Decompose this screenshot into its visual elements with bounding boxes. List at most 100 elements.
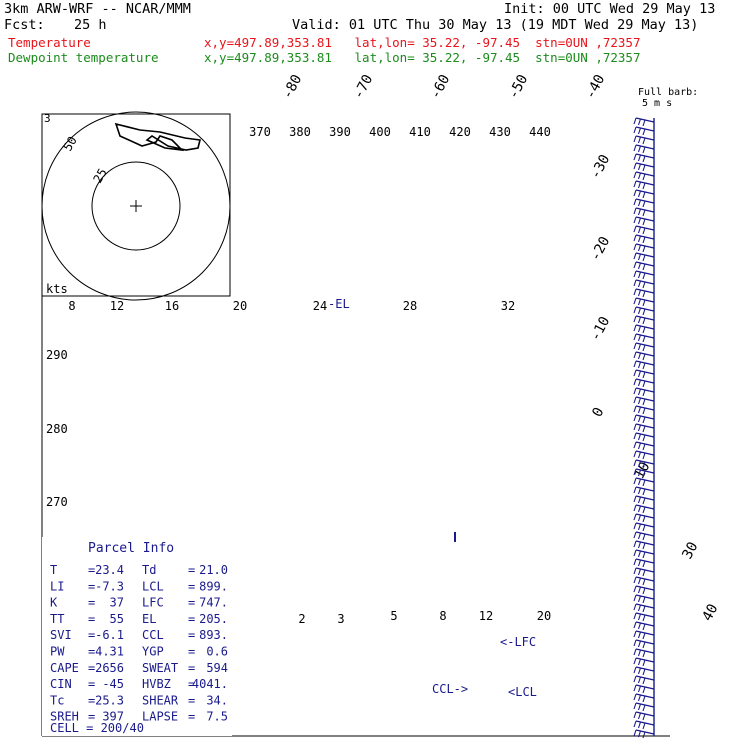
adiabat-top-label: 410 <box>409 125 431 139</box>
parcel-param-value: 55 <box>110 612 124 626</box>
wind-barb-flag <box>633 576 637 584</box>
wind-barb-flag <box>633 450 637 458</box>
wind-barb-flag <box>637 208 642 216</box>
wind-barb-flag <box>633 477 637 485</box>
parcel-param-eq: = <box>88 596 95 610</box>
parcel-param-value: 4.31 <box>95 645 124 659</box>
wind-barb-flag <box>637 604 642 612</box>
adiabat-top-label: 430 <box>489 125 511 139</box>
wind-barb-flag <box>642 515 646 523</box>
wind-barb-flag <box>642 434 646 442</box>
wind-barb-flag <box>642 713 646 721</box>
wind-barb-flag <box>642 362 646 370</box>
wind-barb-flag <box>642 443 646 451</box>
wind-barb-flag <box>642 281 646 289</box>
wind-barb-flag <box>642 182 646 190</box>
parcel-param-eq: = <box>188 677 195 691</box>
wind-barb-flag <box>637 622 642 630</box>
wind-barb-flag <box>637 406 642 414</box>
hodograph-speed-label: 16 <box>165 299 179 313</box>
wind-barb-flag <box>642 623 646 631</box>
wind-barb-flag <box>637 640 642 648</box>
wind-barb-flag <box>633 459 637 467</box>
parcel-param-name: LFC <box>142 596 164 610</box>
wind-barb-flag <box>642 272 646 280</box>
wind-barb-flag <box>642 488 646 496</box>
init-time: Init: 00 UTC Wed 29 May 13 <box>504 1 716 17</box>
wind-barb-flag <box>633 261 637 269</box>
wind-barb-flag <box>637 181 642 189</box>
parcel-param-eq: = <box>188 612 195 626</box>
isotherm-right-label: -20 <box>587 234 613 264</box>
wind-barb-flag <box>637 325 642 333</box>
parcel-param-value: 37 <box>110 596 124 610</box>
model-title: 3km ARW-WRF -- NCAR/MMM <box>4 1 191 17</box>
mixing-ratio-label: 3 <box>337 612 344 626</box>
wind-barb-flag <box>633 414 637 422</box>
wind-barb-flag <box>642 560 646 568</box>
parcel-param-eq: = <box>88 677 95 691</box>
wind-barb-flag <box>642 614 646 622</box>
lfc-annotation: <-LFC <box>500 635 536 649</box>
parcel-param-eq: = <box>88 628 95 642</box>
wind-barb-flag <box>642 317 646 325</box>
wind-barb-flag <box>637 694 642 702</box>
parcel-param-eq: = <box>188 563 195 577</box>
parcel-param-value: 205. <box>199 612 228 626</box>
isotherm-right-label: -10 <box>587 314 613 344</box>
wind-barb-flag <box>633 342 637 350</box>
wind-barb-flag <box>637 712 642 720</box>
wind-barb-flag <box>633 702 637 710</box>
adiabat-top-label: 420 <box>449 125 471 139</box>
wind-barb-flag <box>633 720 637 728</box>
wind-barb-flag <box>637 658 642 666</box>
wind-barb-flag <box>637 262 642 270</box>
wind-barb-flag <box>642 398 646 406</box>
parcel-param-eq: = <box>188 596 195 610</box>
wind-barb-flag <box>633 243 637 251</box>
wind-barb-flag <box>642 686 646 694</box>
wind-barb-flag <box>637 487 642 495</box>
wind-barb-flag <box>633 504 637 512</box>
parcel-info-title: Parcel Info <box>88 541 174 556</box>
wind-barb-flag <box>637 451 642 459</box>
wind-barb-flag <box>637 217 642 225</box>
wind-barb-flag <box>642 371 646 379</box>
wind-barb-flag <box>633 126 637 134</box>
wind-barb-flag <box>637 424 642 432</box>
wind-barb-flag <box>642 245 646 253</box>
wind-barb-flag <box>637 397 642 405</box>
parcel-param-name: CCL <box>142 628 164 642</box>
wind-barb-flag <box>633 189 637 197</box>
parcel-cell-value: CELL = 200/40 <box>50 721 144 735</box>
wind-barb-flag <box>642 722 646 730</box>
wind-barb-flag <box>642 704 646 712</box>
parcel-param-value: 34. <box>206 693 228 707</box>
wind-barb-flag <box>637 442 642 450</box>
parcel-param-eq: = <box>88 612 95 626</box>
wind-barb-flag <box>637 334 642 342</box>
adiabat-top-label: 400 <box>369 125 391 139</box>
wind-barb-flag <box>633 198 637 206</box>
wind-barb-flag <box>642 533 646 541</box>
wind-barb-flag <box>633 675 637 683</box>
wind-barbs: Full barb:5 m s <box>633 87 698 739</box>
wind-barb-flag <box>633 180 637 188</box>
wind-barb-flag <box>633 216 637 224</box>
wind-barb-flag <box>637 289 642 297</box>
wind-barb-flag <box>637 685 642 693</box>
wind-barb-flag <box>637 244 642 252</box>
wind-barb-flag <box>633 144 637 152</box>
wind-barb-flag <box>637 586 642 594</box>
parcel-param-eq: = <box>188 661 195 675</box>
parcel-param-eq: = <box>188 628 195 642</box>
wind-barb-flag <box>637 577 642 585</box>
wind-barb-flag <box>642 290 646 298</box>
wind-barb-flag <box>637 370 642 378</box>
hodograph-speed-label: 24 <box>313 299 327 313</box>
wind-barb-flag <box>633 252 637 260</box>
wind-barb-flag <box>637 613 642 621</box>
wind-barb-flag <box>633 333 637 341</box>
